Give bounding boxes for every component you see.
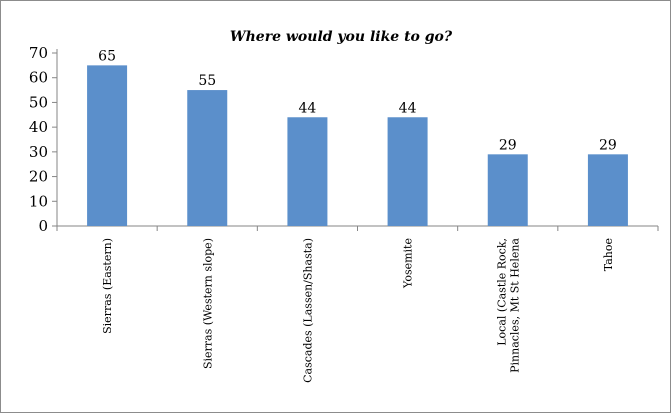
bar xyxy=(587,154,628,226)
data-labels: 65 55 44 44 29 29 xyxy=(98,48,617,153)
category-label: Sierras (Eastern) xyxy=(101,238,114,334)
y-tick-label: 10 xyxy=(29,192,48,210)
y-tick-label: 20 xyxy=(29,168,48,186)
category-label: Yosemite xyxy=(402,238,415,289)
axes xyxy=(56,49,659,231)
bar xyxy=(87,65,128,226)
category-label: Pinnacles, Mt St Helena xyxy=(508,238,521,373)
data-label: 65 xyxy=(98,48,116,64)
y-axis-ticks: 0 10 20 30 40 50 60 70 xyxy=(29,44,57,235)
bar xyxy=(487,154,528,226)
bars xyxy=(87,65,628,226)
y-tick-label: 50 xyxy=(29,93,48,111)
bar xyxy=(187,90,228,226)
chart-title: Where would you like to go? xyxy=(230,29,453,45)
data-label: 44 xyxy=(299,100,317,116)
category-label: Tahoe xyxy=(602,238,615,271)
y-tick-label: 0 xyxy=(38,217,48,235)
data-label: 55 xyxy=(198,73,216,89)
data-label: 29 xyxy=(599,137,617,153)
y-tick-label: 30 xyxy=(29,143,48,161)
category-labels: Sierras (Eastern) Sierras (Western slope)… xyxy=(101,238,615,383)
y-tick-label: 60 xyxy=(29,69,48,87)
data-label: 44 xyxy=(399,100,417,116)
category-label: Local (Castle Rock, xyxy=(495,238,508,346)
category-label: Sierras (Western slope) xyxy=(201,238,214,369)
bar xyxy=(287,117,328,226)
y-tick-label: 40 xyxy=(29,118,48,136)
bar xyxy=(387,117,428,226)
data-label: 29 xyxy=(499,137,517,153)
y-tick-label: 70 xyxy=(29,44,48,62)
category-label: Cascades (Lassen/Shasta) xyxy=(301,238,314,383)
